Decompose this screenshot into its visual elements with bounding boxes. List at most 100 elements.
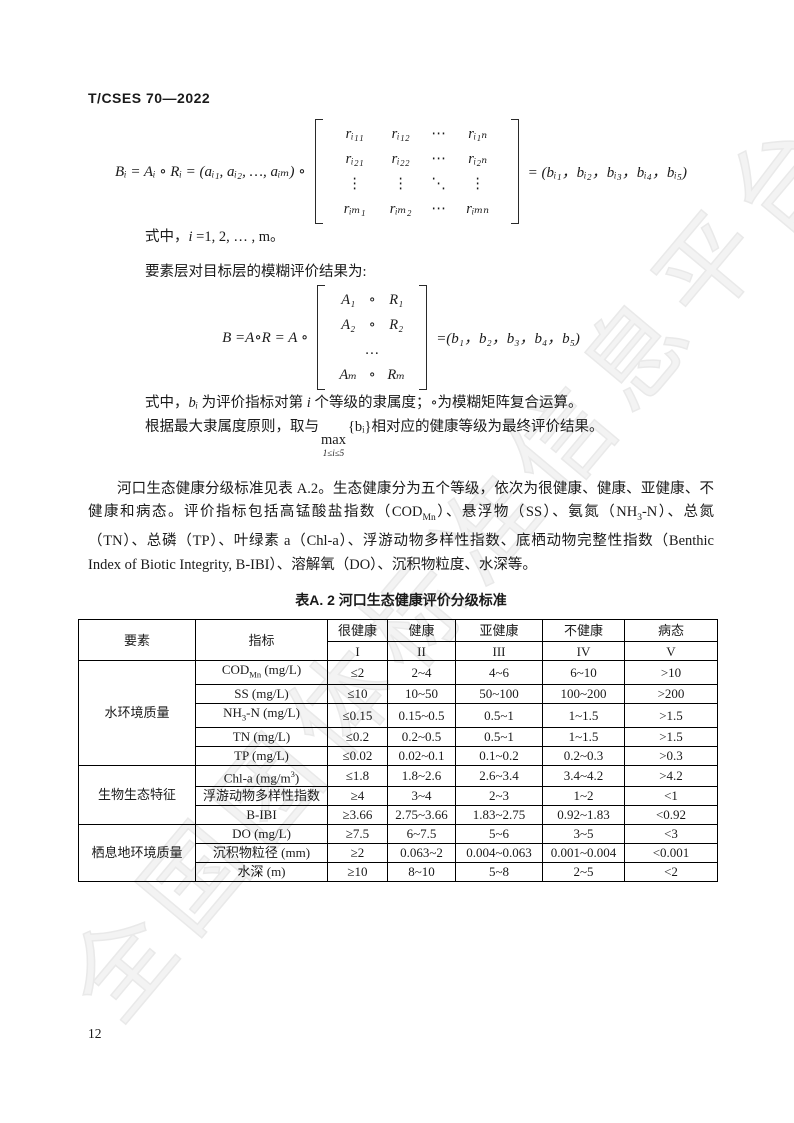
- matrix-cell: ⋮: [347, 176, 362, 192]
- matrix-cell: ⋯: [431, 126, 446, 142]
- grade-header: 不健康: [542, 619, 625, 643]
- value-cell: 2.6~3.4: [455, 764, 543, 787]
- grade-header: 亚健康: [455, 619, 543, 643]
- paragraph-text: -N）、总氮（TN）、总磷（TP）、叶绿素 a（Chl-a）、浮游动物多样性指数…: [88, 504, 714, 573]
- col-header-indicator: 指标: [195, 619, 328, 662]
- value-cell: ≥2: [327, 842, 388, 863]
- max-operator: max 1≤i≤5: [321, 433, 346, 458]
- matrix-bracket-left: [314, 119, 323, 224]
- value-cell: >0.3: [624, 745, 718, 766]
- matrix-cell: rᵢ₂₁: [345, 151, 364, 167]
- formula-2-lhs: B =A∘R = A ∘: [222, 330, 309, 346]
- indicator-cell: B-IBI: [195, 804, 328, 825]
- value-cell: 1.83~2.75: [455, 804, 543, 825]
- indicator-cell: NH3-N (mg/L): [195, 702, 328, 728]
- formula-2-intro: 要素层对目标层的模糊评价结果为:: [145, 264, 367, 280]
- matrix-cell: R₁: [389, 292, 404, 308]
- matrix-cell: ⋱: [431, 176, 446, 192]
- matrix-cell: rᵢ₁₂: [391, 126, 410, 142]
- value-cell: 2~5: [542, 861, 625, 882]
- paragraph-text: ）、悬浮物（SS）、氨氮（NH: [435, 504, 638, 520]
- value-cell: 1~1.5: [542, 726, 625, 747]
- matrix-cell: ∘: [368, 367, 376, 383]
- page-number: 12: [88, 1026, 102, 1041]
- indicator-cell: TN (mg/L): [195, 726, 328, 747]
- note-text: =1, 2, … , m。: [192, 229, 285, 245]
- formula-1-note: 式中，i =1, 2, … , m。: [88, 227, 714, 248]
- value-cell: 5~8: [455, 861, 543, 882]
- formula-1-matrix: rᵢ₁₁ rᵢ₁₂ ⋯ rᵢ₁ₙ rᵢ₂₁ rᵢ₂₂ ⋯ rᵢ₂ₙ ⋮ ⋮ ⋱ …: [314, 119, 519, 224]
- grade-numeral: II: [387, 641, 456, 662]
- note-text: 根据最大隶属度原则，取与: [145, 419, 319, 435]
- matrix-cells: A₁ ∘ R₁ A₂ ∘ R₂ … Aₘ ∘ Rₘ: [325, 285, 419, 390]
- formula-2-matrix: A₁ ∘ R₁ A₂ ∘ R₂ … Aₘ ∘ Rₘ: [317, 285, 428, 390]
- matrix-cell: ∘: [368, 292, 376, 308]
- grading-table: 要素 指标 很健康 健康 亚健康 不健康 病态 I II III IV V 水环…: [78, 619, 718, 882]
- value-cell: 1.8~2.6: [387, 764, 456, 787]
- element-group-habitat: 栖息地环境质量: [78, 823, 196, 882]
- indicator-cell: 浮游动物多样性指数: [195, 785, 328, 806]
- note-text: {bᵢ}相对应的健康等级为最终评价结果。: [347, 419, 604, 435]
- matrix-cell: rᵢₘₙ: [466, 201, 490, 217]
- value-cell: 10~50: [387, 683, 456, 704]
- max-subscript: 1≤i≤5: [322, 447, 345, 458]
- value-cell: 0.2~0.3: [542, 745, 625, 766]
- element-group-water: 水环境质量: [78, 660, 196, 766]
- value-cell: ≤0.2: [327, 726, 388, 747]
- formula-2-note-1: 式中，bᵢ 为评价指标对第 i 个等级的隶属度；∘为模糊矩阵复合运算。: [88, 393, 714, 414]
- matrix-cell: rᵢₘ₂: [389, 201, 412, 217]
- matrix-cell: rᵢ₁₁: [345, 126, 364, 142]
- indicator-cell: TP (mg/L): [195, 745, 328, 766]
- value-cell: 6~7.5: [387, 823, 456, 844]
- matrix-cell: ⋯: [431, 201, 446, 217]
- matrix-cell: …: [365, 342, 379, 358]
- matrix-cell: ⋯: [431, 151, 446, 167]
- grade-numeral: III: [455, 641, 543, 662]
- matrix-bracket-right: [510, 119, 519, 224]
- matrix-bracket-right: [419, 285, 428, 390]
- note-var: i: [306, 395, 311, 411]
- matrix-cell: rᵢₘ₁: [343, 201, 366, 217]
- value-cell: 3~4: [387, 785, 456, 806]
- value-cell: 0.2~0.5: [387, 726, 456, 747]
- matrix-bracket-left: [317, 285, 326, 390]
- value-cell: 6~10: [542, 660, 625, 685]
- value-cell: <2: [624, 861, 718, 882]
- value-cell: 8~10: [387, 861, 456, 882]
- max-label: max: [321, 432, 346, 448]
- col-header-element: 要素: [78, 619, 196, 662]
- value-cell: ≤2: [327, 660, 388, 685]
- value-cell: >4.2: [624, 764, 718, 787]
- value-cell: 4~6: [455, 660, 543, 685]
- table-title: 表A. 2 河口生态健康评价分级标准: [295, 592, 507, 609]
- value-cell: 0.15~0.5: [387, 702, 456, 728]
- paragraph-subscript: Mn: [422, 512, 436, 523]
- value-cell: >1.5: [624, 702, 718, 728]
- value-cell: 3.4~4.2: [542, 764, 625, 787]
- grade-numeral: IV: [542, 641, 625, 662]
- value-cell: >200: [624, 683, 718, 704]
- value-cell: ≤0.02: [327, 745, 388, 766]
- indicator-cell: SS (mg/L): [195, 683, 328, 704]
- value-cell: 3~5: [542, 823, 625, 844]
- note-text: 式中，: [145, 229, 189, 245]
- grade-header: 很健康: [327, 619, 388, 643]
- value-cell: 50~100: [455, 683, 543, 704]
- formula-2-note-2: 根据最大隶属度原则，取与 max 1≤i≤5 {bᵢ}相对应的健康等级为最终评价结果。: [88, 417, 714, 458]
- formula-1-lhs: Bᵢ = Aᵢ ∘ Rᵢ = (aᵢ₁, aᵢ₂, …, aᵢₘ) ∘: [115, 164, 306, 180]
- matrix-cell: A₁: [341, 292, 356, 308]
- value-cell: ≤0.15: [327, 702, 388, 728]
- value-cell: 0.063~2: [387, 842, 456, 863]
- value-cell: 1~1.5: [542, 702, 625, 728]
- matrix-cells: rᵢ₁₁ rᵢ₁₂ ⋯ rᵢ₁ₙ rᵢ₂₁ rᵢ₂₂ ⋯ rᵢ₂ₙ ⋮ ⋮ ⋱ …: [323, 119, 511, 224]
- value-cell: 1~2: [542, 785, 625, 806]
- formula-1: Bᵢ = Aᵢ ∘ Rᵢ = (aᵢ₁, aᵢ₂, …, aᵢₘ) ∘ rᵢ₁₁…: [88, 119, 714, 224]
- value-cell: ≥10: [327, 861, 388, 882]
- value-cell: <0.92: [624, 804, 718, 825]
- indicator-cell: CODMn (mg/L): [195, 660, 328, 685]
- value-cell: 0.92~1.83: [542, 804, 625, 825]
- value-cell: ≥7.5: [327, 823, 388, 844]
- value-cell: >1.5: [624, 726, 718, 747]
- document-number-header: T/CSES 70—2022: [88, 90, 211, 106]
- page-content: T/CSES 70—2022 Bᵢ = Aᵢ ∘ Rᵢ = (aᵢ₁, aᵢ₂,…: [78, 90, 718, 882]
